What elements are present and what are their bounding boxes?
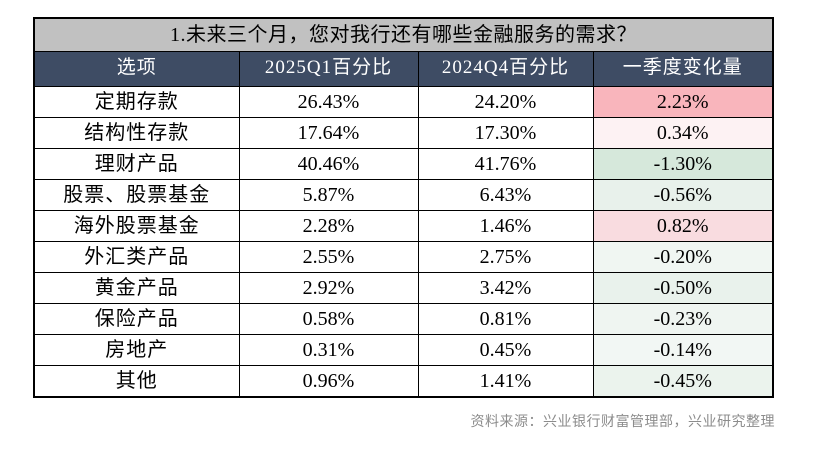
column-header-2024q4: 2024Q4百分比 bbox=[417, 50, 594, 87]
table-row: 海外股票基金 2.28% 1.46% 0.82% bbox=[33, 209, 774, 242]
cell-change: 0.34% bbox=[592, 116, 774, 149]
cell-change: -0.45% bbox=[592, 364, 774, 398]
cell-2025q1: 2.28% bbox=[238, 209, 419, 242]
cell-option: 其他 bbox=[33, 364, 240, 398]
cell-2024q4: 6.43% bbox=[417, 178, 594, 211]
table-row: 其他 0.96% 1.41% -0.45% bbox=[33, 364, 774, 398]
table-title: 1.未来三个月，您对我行还有哪些金融服务的需求？ bbox=[33, 17, 774, 52]
table-row: 外汇类产品 2.55% 2.75% -0.20% bbox=[33, 240, 774, 273]
cell-change: -1.30% bbox=[592, 147, 774, 180]
cell-2025q1: 40.46% bbox=[238, 147, 419, 180]
cell-2025q1: 2.55% bbox=[238, 240, 419, 273]
cell-2025q1: 2.92% bbox=[238, 271, 419, 304]
cell-option: 股票、股票基金 bbox=[33, 178, 240, 211]
cell-2024q4: 1.46% bbox=[417, 209, 594, 242]
cell-2025q1: 0.58% bbox=[238, 302, 419, 335]
cell-2024q4: 0.45% bbox=[417, 333, 594, 366]
column-header-change: 一季度变化量 bbox=[592, 50, 774, 87]
cell-change: -0.14% bbox=[592, 333, 774, 366]
cell-option: 海外股票基金 bbox=[33, 209, 240, 242]
cell-2024q4: 3.42% bbox=[417, 271, 594, 304]
column-header-2025q1: 2025Q1百分比 bbox=[238, 50, 419, 87]
source-note: 资料来源：兴业银行财富管理部，兴业研究整理 bbox=[470, 413, 775, 429]
cell-change: 0.82% bbox=[592, 209, 774, 242]
cell-2025q1: 0.96% bbox=[238, 364, 419, 398]
cell-2025q1: 0.31% bbox=[238, 333, 419, 366]
table-row: 保险产品 0.58% 0.81% -0.23% bbox=[33, 302, 774, 335]
table-row: 结构性存款 17.64% 17.30% 0.34% bbox=[33, 116, 774, 149]
cell-change: -0.56% bbox=[592, 178, 774, 211]
cell-2024q4: 0.81% bbox=[417, 302, 594, 335]
cell-change: -0.20% bbox=[592, 240, 774, 273]
cell-option: 黄金产品 bbox=[33, 271, 240, 304]
cell-2025q1: 26.43% bbox=[238, 85, 419, 118]
cell-2024q4: 1.41% bbox=[417, 364, 594, 398]
cell-change: -0.23% bbox=[592, 302, 774, 335]
cell-option: 定期存款 bbox=[33, 85, 240, 118]
table-row: 黄金产品 2.92% 3.42% -0.50% bbox=[33, 271, 774, 304]
table-row: 理财产品 40.46% 41.76% -1.30% bbox=[33, 147, 774, 180]
cell-2025q1: 5.87% bbox=[238, 178, 419, 211]
table-header-row: 选项 2025Q1百分比 2024Q4百分比 一季度变化量 bbox=[33, 50, 774, 87]
table-row: 房地产 0.31% 0.45% -0.14% bbox=[33, 333, 774, 366]
demand-table: 1.未来三个月，您对我行还有哪些金融服务的需求？ 选项 2025Q1百分比 20… bbox=[33, 17, 774, 398]
cell-change: -0.50% bbox=[592, 271, 774, 304]
cell-2025q1: 17.64% bbox=[238, 116, 419, 149]
cell-option: 结构性存款 bbox=[33, 116, 240, 149]
cell-option: 外汇类产品 bbox=[33, 240, 240, 273]
table-title-row: 1.未来三个月，您对我行还有哪些金融服务的需求？ bbox=[33, 17, 774, 52]
cell-change: 2.23% bbox=[592, 85, 774, 118]
cell-2024q4: 17.30% bbox=[417, 116, 594, 149]
cell-option: 保险产品 bbox=[33, 302, 240, 335]
cell-2024q4: 2.75% bbox=[417, 240, 594, 273]
table-row: 股票、股票基金 5.87% 6.43% -0.56% bbox=[33, 178, 774, 211]
column-header-option: 选项 bbox=[33, 50, 240, 87]
cell-2024q4: 24.20% bbox=[417, 85, 594, 118]
cell-option: 房地产 bbox=[33, 333, 240, 366]
table-row: 定期存款 26.43% 24.20% 2.23% bbox=[33, 85, 774, 118]
cell-option: 理财产品 bbox=[33, 147, 240, 180]
cell-2024q4: 41.76% bbox=[417, 147, 594, 180]
